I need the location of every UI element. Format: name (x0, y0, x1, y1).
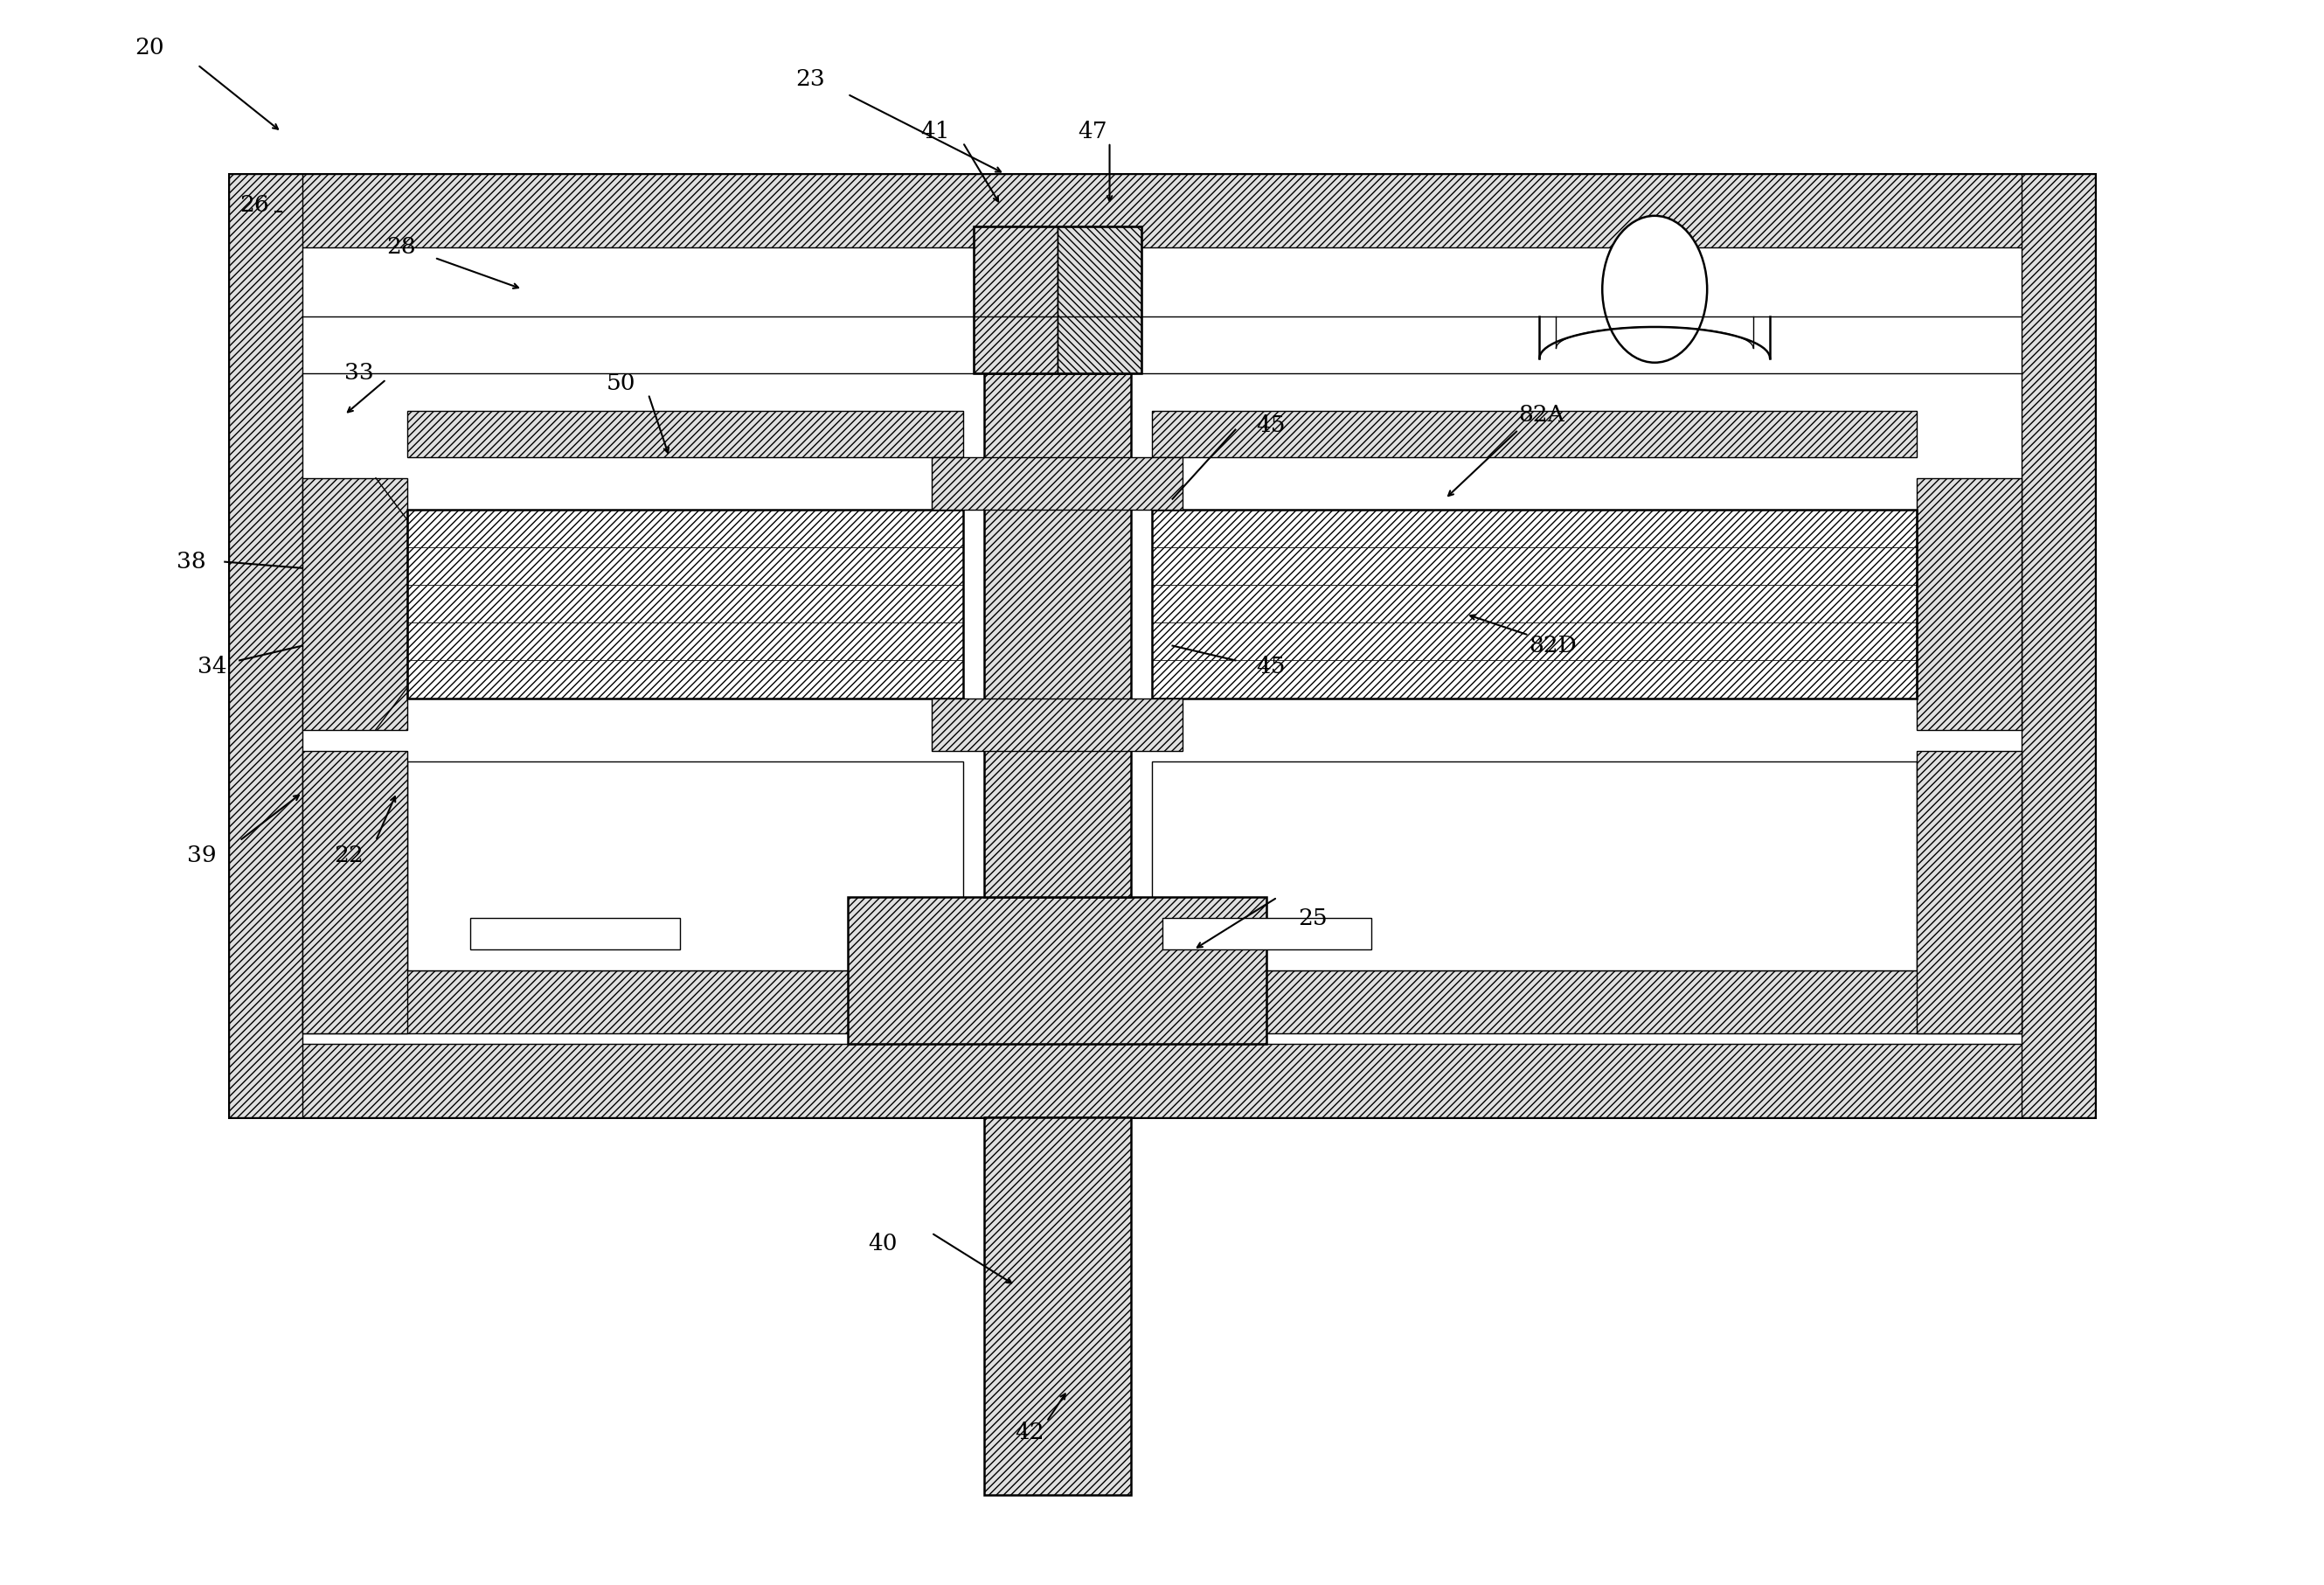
Bar (407, 585, 962, 623)
Bar (974, 227, 1057, 372)
Bar (407, 509, 962, 697)
Bar (302, 479, 407, 729)
Text: 82A: 82A (1518, 404, 1564, 426)
Text: 47: 47 (1078, 120, 1109, 143)
Bar (230, 174, 302, 1117)
Bar (1150, 661, 1917, 697)
Bar (469, 918, 681, 949)
Bar (1150, 585, 1917, 623)
Bar (1150, 761, 1917, 970)
Text: 28: 28 (386, 236, 416, 258)
Bar (230, 1045, 2094, 1117)
Bar (407, 547, 962, 585)
Text: 45: 45 (1257, 415, 1285, 436)
Text: 34: 34 (198, 656, 228, 678)
Bar (2022, 174, 2094, 1117)
Bar (1150, 509, 1917, 697)
Bar (932, 697, 1183, 751)
Text: 23: 23 (795, 68, 825, 90)
Bar (1150, 411, 1917, 456)
Bar (932, 456, 1183, 509)
Bar (407, 661, 962, 697)
Bar (1917, 751, 2022, 1033)
Ellipse shape (1601, 216, 1708, 363)
Text: 39: 39 (188, 845, 216, 867)
Bar (1150, 623, 1917, 661)
Text: 38: 38 (177, 552, 207, 572)
Bar (407, 623, 962, 661)
Text: 50: 50 (607, 372, 637, 395)
Text: 25: 25 (1299, 907, 1327, 929)
Text: 22: 22 (335, 845, 363, 867)
Bar (302, 751, 407, 1033)
Bar (848, 897, 1267, 1045)
Text: 40: 40 (869, 1233, 897, 1254)
Bar (1917, 479, 2022, 729)
Text: 20: 20 (135, 36, 165, 59)
Bar (1162, 918, 1371, 949)
Text: 82D: 82D (1529, 634, 1576, 656)
Text: 33: 33 (344, 361, 374, 384)
Bar (302, 970, 2022, 1033)
Text: 45: 45 (1257, 656, 1285, 678)
Bar (407, 411, 962, 456)
Bar (407, 761, 962, 970)
Bar (1057, 227, 1141, 372)
Bar (974, 227, 1141, 372)
Bar (1150, 547, 1917, 585)
Bar (230, 174, 2094, 247)
Bar (1150, 509, 1917, 547)
Bar (407, 509, 962, 547)
Bar (983, 372, 1129, 897)
Bar (230, 174, 2094, 1117)
Text: 26: 26 (239, 195, 270, 216)
Text: 42: 42 (1016, 1422, 1043, 1442)
Text: 41: 41 (920, 120, 951, 143)
Bar (983, 1117, 1129, 1495)
